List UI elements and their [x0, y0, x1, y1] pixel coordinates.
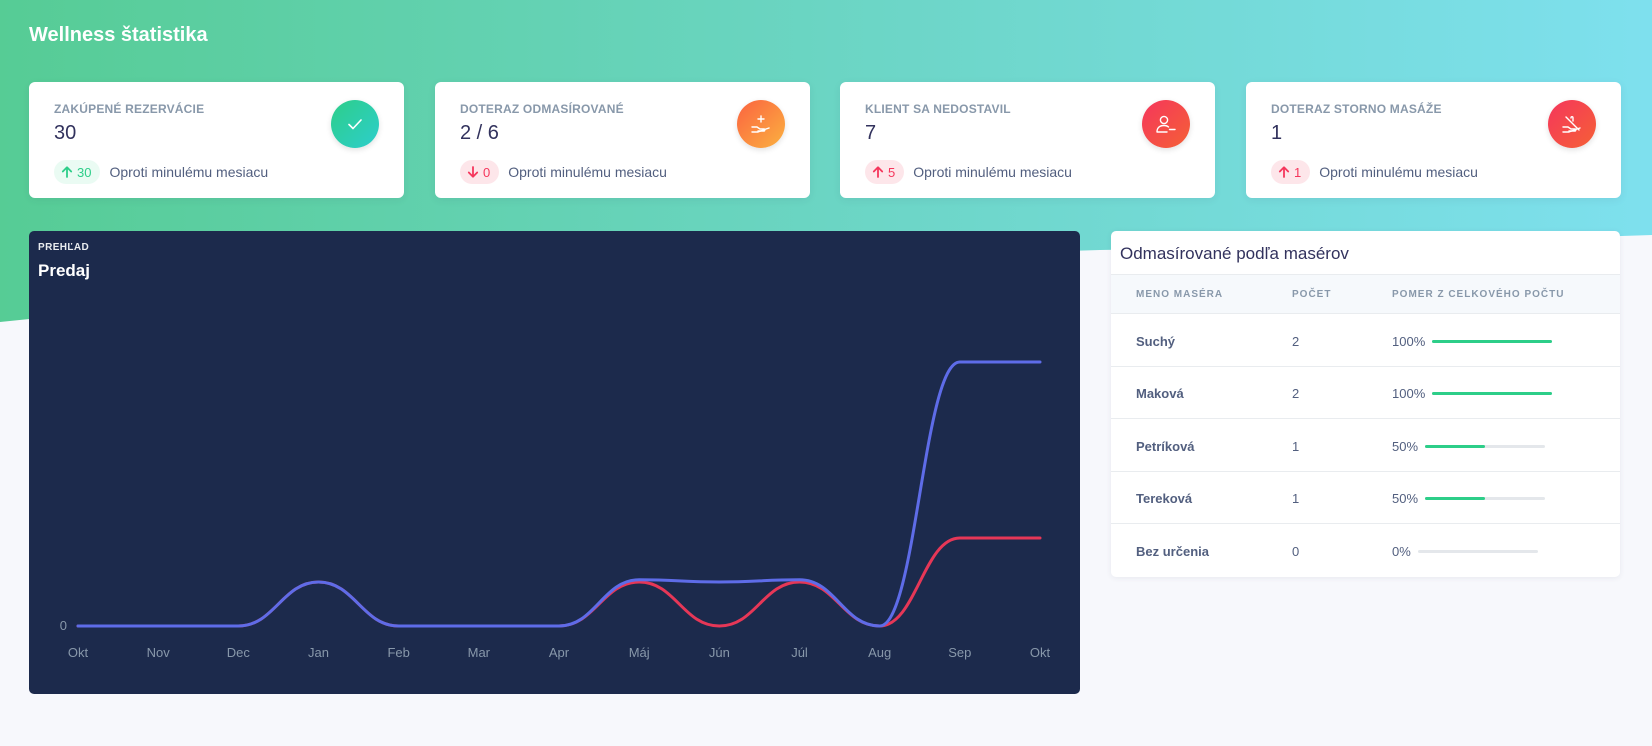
massage-count: 1: [1292, 438, 1300, 454]
x-tick-label: Júl: [791, 645, 808, 660]
change-badge: 5: [865, 160, 905, 184]
x-tick-label: Dec: [227, 645, 251, 660]
stat-card-reservations: ZAKÚPENÉ REZERVÁCIE 30 30 Oproti minulém…: [29, 82, 404, 198]
since-label: Oproti minulému mesiacu: [913, 164, 1072, 180]
x-tick-label: Okt: [1030, 645, 1051, 660]
masseur-name: Suchý: [1136, 334, 1176, 349]
ratio-label: 50%: [1392, 438, 1419, 454]
masseur-name: Petríková: [1136, 438, 1195, 454]
table-row: Tereková 1 50%: [1111, 472, 1620, 525]
card-value: 1: [1271, 122, 1283, 144]
ratio-label: 0%: [1392, 543, 1411, 559]
table-row: Petríková 1 50%: [1111, 420, 1620, 472]
chart-title: Predaj: [38, 261, 90, 280]
masseur-table-card: Odmasírované podľa masérov MENO MASÉRA P…: [1111, 231, 1620, 577]
arrow-down-icon: [467, 166, 479, 178]
change-value: 5: [888, 164, 896, 180]
x-tick-label: Jan: [308, 645, 329, 660]
x-tick-label: Mar: [468, 645, 491, 660]
card-value: 7: [865, 122, 877, 144]
masseur-name: Tereková: [1136, 491, 1193, 507]
page-title: Wellness štatistika: [29, 24, 208, 46]
ratio-progress-fill: [1432, 340, 1552, 343]
arrow-up-icon: [872, 166, 884, 178]
since-label: Oproti minulému mesiacu: [508, 164, 667, 180]
ratio-progress-bar: [1418, 549, 1538, 553]
chart-kicker: PREHĽAD: [38, 242, 90, 253]
x-tick-label: Aug: [868, 645, 891, 660]
card-label: KLIENT SA NEDOSTAVIL: [865, 102, 1011, 116]
masseur-name: Maková: [1136, 386, 1184, 402]
ratio-label: 50%: [1392, 491, 1419, 507]
massage-count: 2: [1292, 334, 1300, 349]
card-value: 2 / 6: [460, 122, 499, 144]
table-row: Bez určenia 0 0%: [1111, 525, 1620, 577]
sales-chart-card: PREHĽAD Predaj Okt Nov Dec Jan Feb Mar Apr Máj J…: [29, 231, 1080, 694]
y-tick-label: 0: [60, 618, 67, 633]
masseur-name: Bez určenia: [1136, 543, 1209, 559]
stat-card-cancelled: DOTERAZ STORNO MASÁŽE 1 1 Oproti minulém…: [1246, 82, 1621, 198]
massage-count: 2: [1292, 386, 1300, 402]
ratio-label: 100%: [1392, 386, 1426, 402]
massage-count: 1: [1292, 491, 1300, 507]
user-minus-icon: [1142, 100, 1190, 148]
x-tick-label: Feb: [387, 645, 409, 660]
x-tick-label: Apr: [549, 645, 570, 660]
header-ratio: POMER Z CELKOVÉHO POČTU: [1392, 289, 1565, 300]
change-badge: 0: [460, 160, 500, 184]
check-icon: [331, 100, 379, 148]
since-label: Oproti minulému mesiacu: [1319, 164, 1478, 180]
series-line-1: [76, 536, 1042, 628]
x-tick-label: Sep: [948, 645, 971, 660]
table-header: MENO MASÉRA POČET POMER Z CELKOVÉHO POČT…: [1111, 274, 1620, 314]
card-label: ZAKÚPENÉ REZERVÁCIE: [54, 102, 205, 116]
massage-count: 0: [1292, 543, 1300, 559]
ratio-progress-bar: [1432, 340, 1552, 343]
card-label: DOTERAZ ODMASÍROVANÉ: [460, 102, 624, 116]
ratio-progress-bar: [1425, 444, 1545, 448]
ratio-label: 100%: [1392, 334, 1426, 349]
ratio-progress-fill: [1432, 392, 1552, 396]
ratio-progress-bar: [1425, 497, 1545, 501]
change-badge: 1: [1271, 160, 1311, 184]
table-row: Maková 2 100%: [1111, 367, 1620, 420]
table-row: Suchý 2 100%: [1111, 315, 1620, 367]
ratio-progress-fill: [1425, 444, 1485, 448]
x-tick-label: Okt: [68, 645, 89, 660]
change-value: 0: [483, 164, 491, 180]
arrow-up-icon: [61, 166, 73, 178]
hand-plus-icon: [737, 100, 785, 148]
arrow-up-icon: [1278, 166, 1290, 178]
change-value: 30: [77, 164, 92, 180]
stat-card-massaged: DOTERAZ ODMASÍROVANÉ 2 / 6 0 Oproti minu…: [435, 82, 810, 198]
x-tick-label: Máj: [629, 645, 650, 660]
card-label: DOTERAZ STORNO MASÁŽE: [1271, 102, 1442, 116]
series-line-2: [76, 360, 1042, 628]
table-title: Odmasírované podľa masérov: [1120, 244, 1349, 263]
x-tick-label: Jún: [709, 645, 730, 660]
stat-card-no-show: KLIENT SA NEDOSTAVIL 7 5 Oproti minulému…: [840, 82, 1215, 198]
card-value: 30: [54, 122, 77, 144]
change-value: 1: [1294, 164, 1302, 180]
change-badge: 30: [54, 160, 101, 184]
ratio-progress-fill: [1425, 497, 1485, 501]
hand-cancel-icon: [1548, 100, 1596, 148]
x-tick-label: Nov: [147, 645, 171, 660]
header-name: MENO MASÉRA: [1136, 289, 1224, 300]
since-label: Oproti minulému mesiacu: [109, 164, 269, 180]
ratio-progress-bar: [1432, 392, 1552, 396]
header-count: POČET: [1292, 289, 1332, 300]
